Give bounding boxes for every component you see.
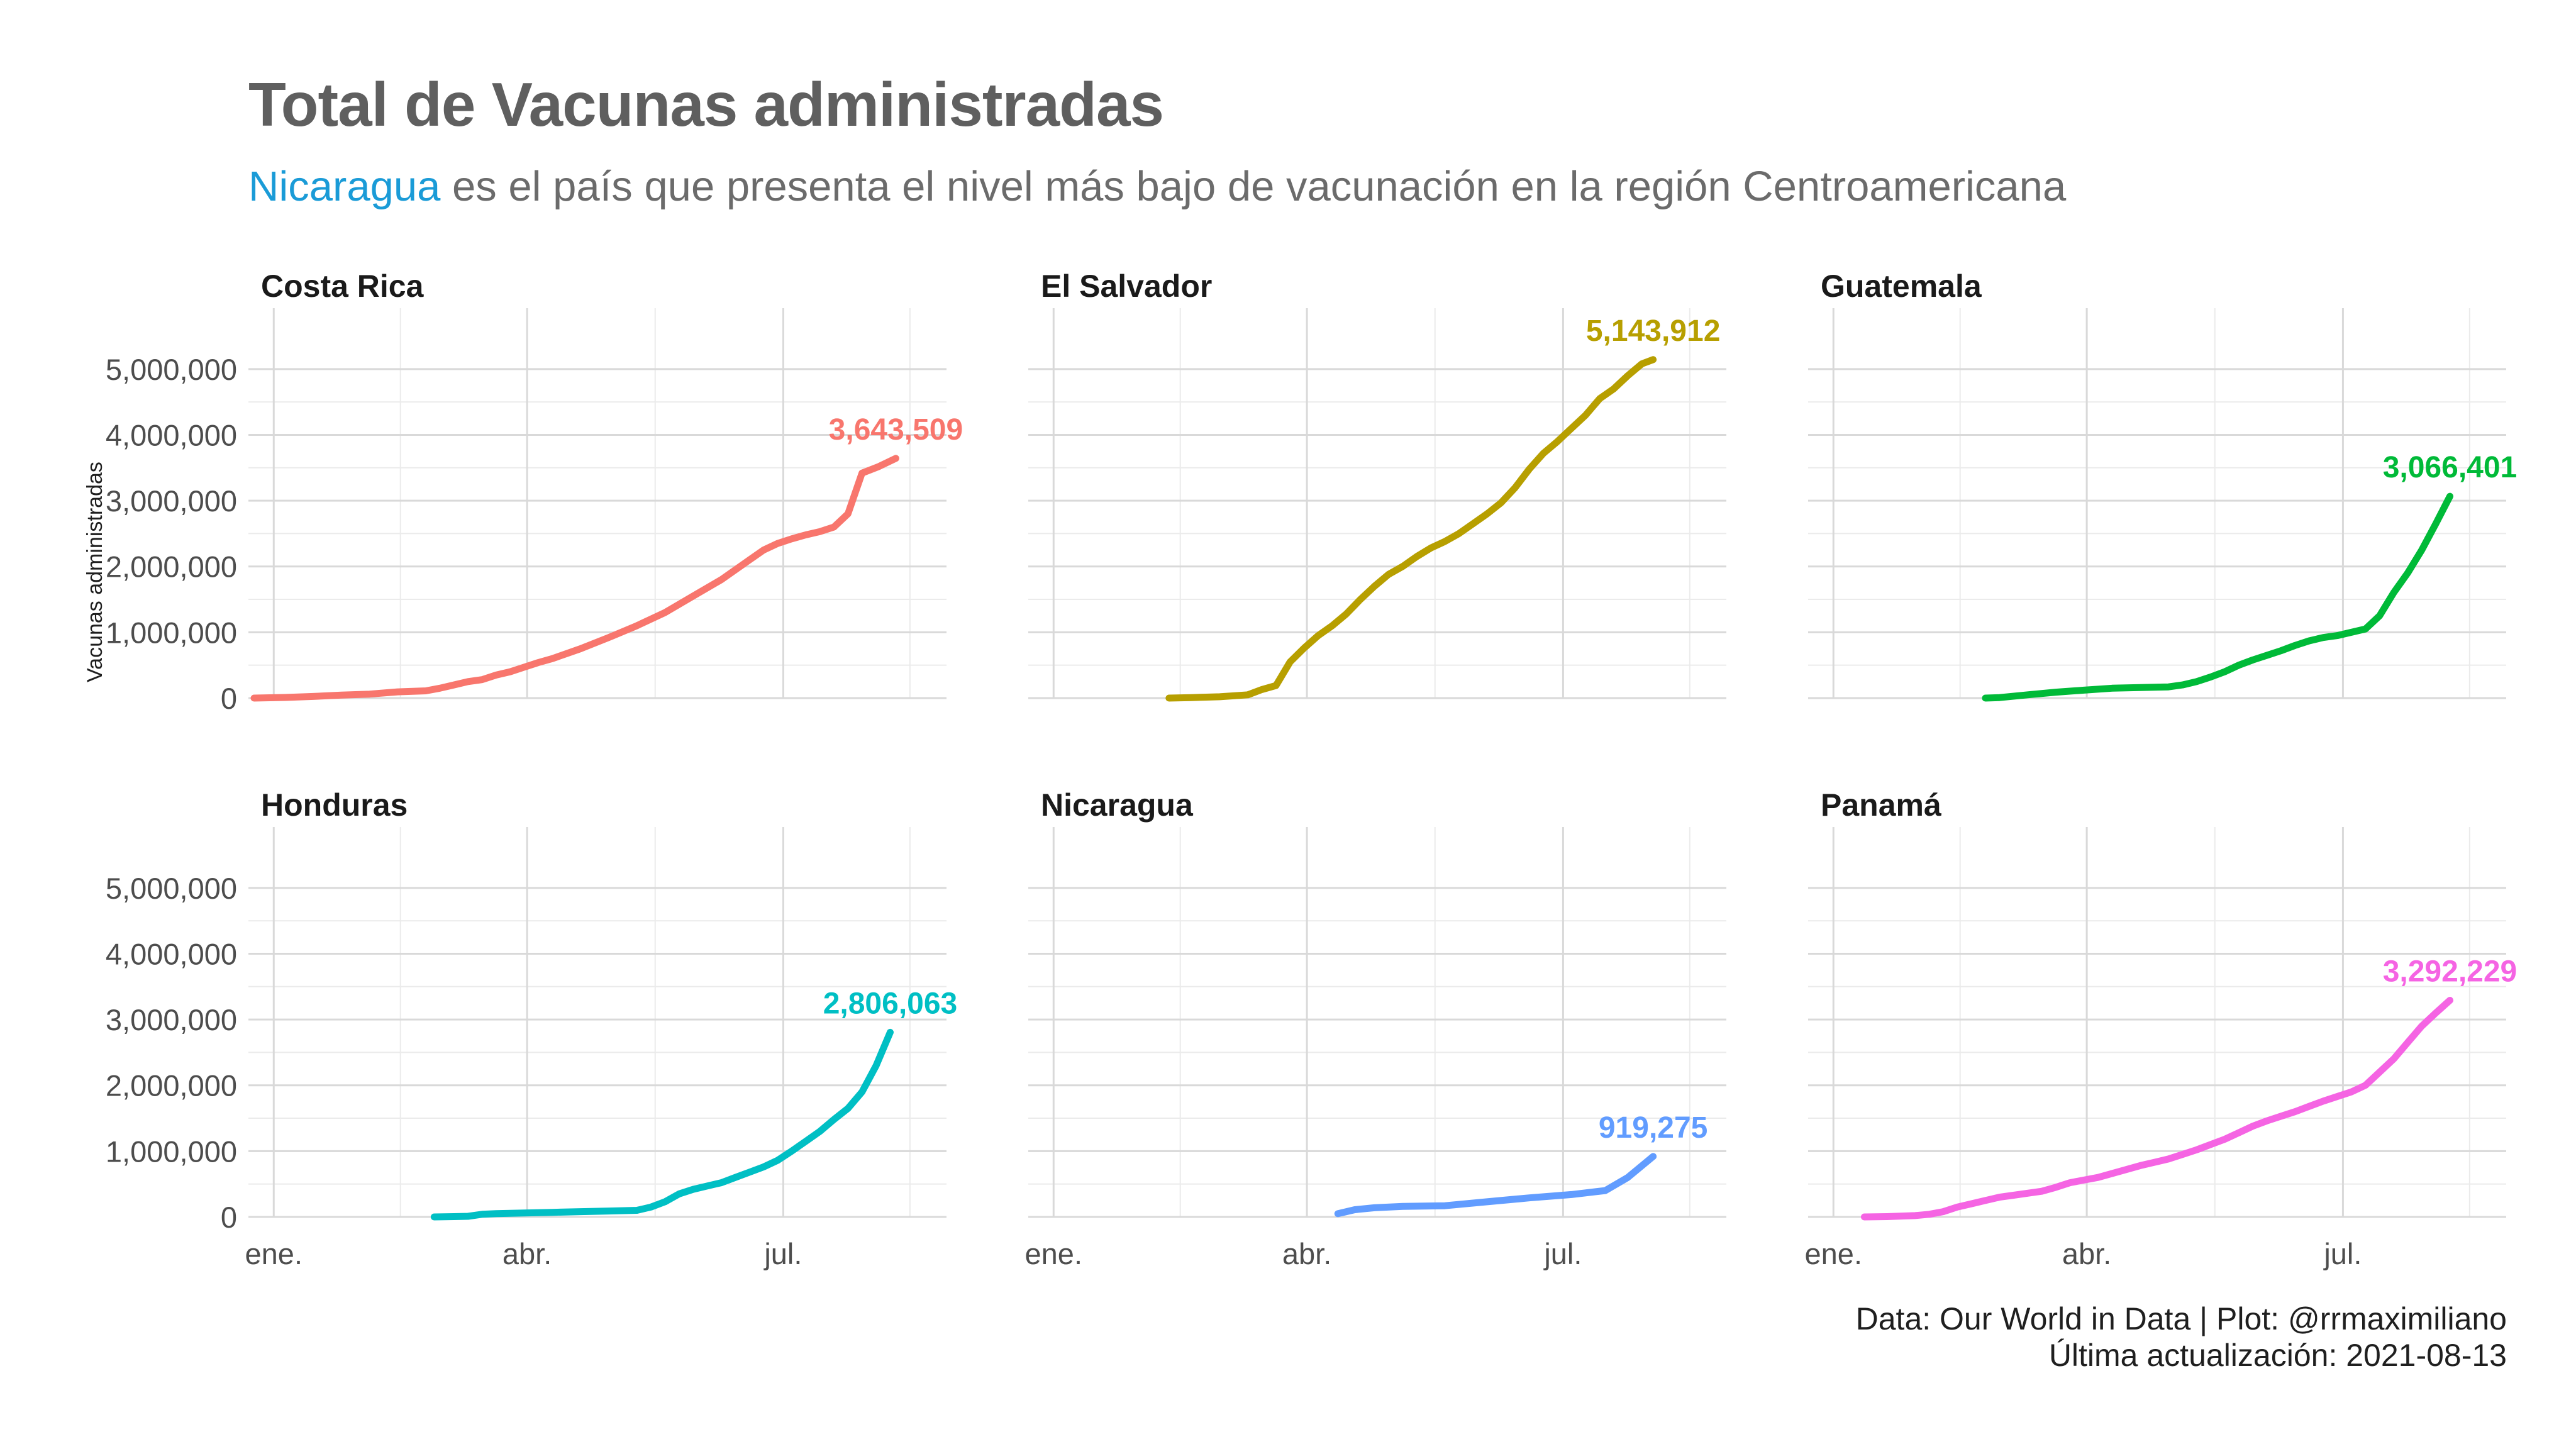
x-tick-label: abr. — [1282, 1237, 1331, 1270]
y-tick-label: 3,000,000 — [106, 1003, 237, 1036]
x-tick-label: ene. — [1805, 1237, 1862, 1270]
panel-title: Nicaragua — [1041, 787, 1194, 823]
series-line-guatemala — [1982, 492, 2453, 702]
y-tick-label: 5,000,000 — [106, 353, 237, 386]
data-label: 3,292,229 — [2383, 955, 2518, 989]
data-label: 919,275 — [1599, 1111, 1708, 1145]
panel-el-salvador: El Salvador 5,143,912 — [1028, 269, 1726, 702]
panel-title: Guatemala — [1821, 269, 1982, 304]
x-tick-label: ene. — [1025, 1237, 1082, 1270]
chart-title: Total de Vacunas administradas — [248, 70, 1164, 139]
data-label: 5,143,912 — [1586, 314, 1721, 348]
subtitle-rest: es el país que presenta el nivel más baj… — [440, 163, 2067, 210]
panel-nicaragua: Nicaragua ene. abr. jul. 919,275 — [1025, 787, 1726, 1270]
panel-honduras: Honduras 0 1,000,000 2,000,000 3,000,000 4,00… — [106, 787, 957, 1270]
y-tick-label: 4,000,000 — [106, 937, 237, 970]
series-line-el-salvador — [1165, 356, 1657, 702]
x-tick-label: jul. — [2323, 1237, 2362, 1270]
panel-title: Costa Rica — [261, 269, 425, 304]
x-tick-label: abr. — [2062, 1237, 2111, 1270]
x-tick-label: ene. — [245, 1237, 303, 1270]
y-tick-label: 3,000,000 — [106, 484, 237, 518]
series-line-costa-rica — [250, 455, 899, 702]
y-tick-label: 4,000,000 — [106, 418, 237, 452]
subtitle-highlight: Nicaragua — [248, 163, 441, 210]
series-line-honduras — [430, 1028, 894, 1221]
y-tick-label: 2,000,000 — [106, 550, 237, 584]
caption-updated: Última actualización: 2021-08-13 — [2048, 1338, 2507, 1373]
series-line-nicaragua — [1334, 1153, 1657, 1218]
panel-title: El Salvador — [1041, 269, 1212, 304]
data-label: 3,066,401 — [2383, 451, 2518, 484]
caption: Data: Our World in Data | Plot: @rrmaxim… — [1856, 1301, 2507, 1374]
y-tick-label: 1,000,000 — [106, 1135, 237, 1168]
panel-costa-rica: Costa Rica 0 1,000,000 2,000,000 3,000,000 4,… — [106, 269, 963, 715]
panel-panama: Panamá ene. abr. jul. 3,292,229 — [1805, 787, 2518, 1270]
y-tick-label: 2,000,000 — [106, 1069, 237, 1102]
y-tick-label: 0 — [221, 1201, 237, 1234]
panel-title: Honduras — [261, 787, 408, 823]
data-label: 3,643,509 — [829, 413, 963, 447]
panel-title: Panamá — [1821, 787, 1941, 823]
caption-source: Data: Our World in Data | Plot: @rrmaxim… — [1855, 1301, 2507, 1336]
data-label: 2,806,063 — [823, 987, 958, 1020]
panel-guatemala: Guatemala 3,066,401 — [1808, 269, 2518, 702]
y-tick-label: 0 — [221, 682, 237, 715]
series-line-panama — [1861, 997, 2453, 1221]
x-tick-label: jul. — [763, 1237, 802, 1270]
x-tick-label: jul. — [1543, 1237, 1582, 1270]
y-tick-label: 1,000,000 — [106, 616, 237, 649]
chart-subtitle: Nicaragua es el país que presenta el niv… — [248, 162, 2066, 211]
y-tick-label: 5,000,000 — [106, 872, 237, 905]
x-tick-label: abr. — [502, 1237, 552, 1270]
y-axis-label: Vacunas administradas — [83, 462, 107, 682]
